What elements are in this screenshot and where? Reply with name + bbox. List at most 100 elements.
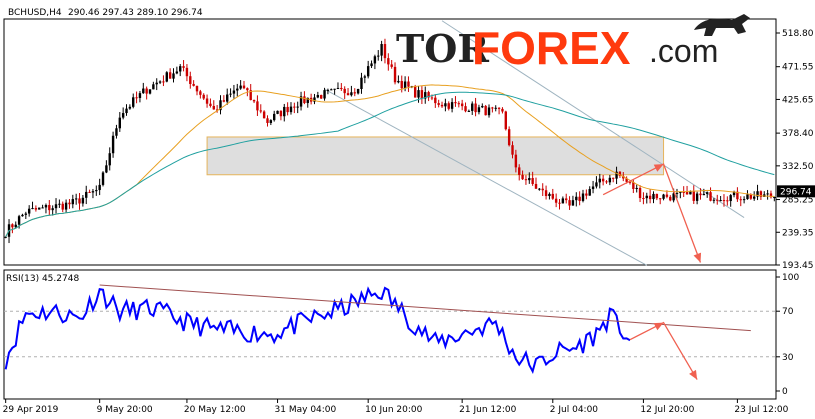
candle-body — [209, 103, 212, 106]
time-tick-label: 20 May 12:00 — [184, 405, 246, 415]
channel-line — [324, 88, 648, 266]
candle-body — [152, 84, 155, 90]
candle-body — [266, 118, 269, 123]
candle-body — [625, 178, 628, 182]
candle-body — [199, 91, 202, 95]
candle-body — [175, 71, 179, 74]
candle-body — [752, 196, 756, 199]
candle-body — [219, 100, 222, 111]
time-tick-label: 21 Jun 12:00 — [459, 405, 516, 415]
candle-body — [434, 97, 437, 104]
rsi-trendline — [99, 284, 751, 332]
candle-body — [504, 111, 507, 130]
candle-body — [296, 106, 299, 108]
candle-body — [179, 66, 182, 72]
candle-body — [413, 86, 417, 98]
candle-body — [64, 202, 68, 210]
candle-body — [286, 106, 289, 113]
candle-body — [61, 203, 64, 210]
rsi-label: RSI(13) 45.2748 — [6, 274, 79, 284]
candle-body — [313, 97, 316, 102]
rsi-forecast-arrow-head — [653, 322, 664, 331]
current-price-tag — [777, 185, 815, 198]
candle-body — [524, 179, 528, 181]
candle-body — [460, 103, 464, 107]
candle-body — [363, 76, 367, 78]
candle-body — [397, 80, 400, 83]
candle-body — [437, 103, 440, 105]
candle-body — [380, 44, 383, 56]
time-axis: 29 Apr 2019 9 May 20:00 20 May 12:00 31 May… — [3, 399, 789, 415]
candle-body — [98, 184, 101, 191]
candle-body — [162, 81, 165, 83]
candle-body — [732, 191, 736, 196]
candle-body — [722, 200, 726, 202]
candle-body — [558, 202, 561, 204]
candle-body — [252, 100, 256, 102]
candle-body — [481, 105, 484, 108]
rsi-tick-label: 70 — [782, 307, 794, 317]
price-tick-label: 425.65 — [782, 95, 814, 105]
candle-body — [242, 85, 246, 89]
candle-body — [350, 92, 353, 96]
candle-body — [333, 88, 336, 90]
candle-body — [158, 81, 162, 83]
candle-body — [128, 106, 132, 109]
candle-body — [477, 107, 481, 113]
candle-body — [487, 107, 491, 116]
time-tick-label: 12 Jul 20:00 — [640, 405, 694, 415]
logo-com-text: .com — [649, 33, 718, 69]
candle-body — [612, 177, 615, 179]
candle-body — [283, 106, 286, 117]
candle-body — [457, 103, 461, 105]
candle-body — [145, 88, 148, 94]
candle-body — [494, 107, 497, 109]
candle-body — [464, 106, 467, 112]
candle-body — [343, 88, 346, 94]
time-tick-label: 23 Jul 12:00 — [734, 405, 788, 415]
candle-body — [471, 103, 474, 111]
candle-body — [118, 117, 121, 129]
candle-body — [356, 88, 360, 94]
candle-body — [571, 200, 575, 206]
candle-body — [249, 90, 252, 101]
candle-body — [591, 186, 595, 190]
candle-body — [353, 92, 356, 94]
ohlc-label: 290.46 297.43 289.10 296.74 — [68, 8, 203, 18]
rsi-forecast-arrow — [629, 321, 698, 380]
candle-body — [702, 193, 706, 196]
candle-body — [192, 83, 195, 86]
candle-body — [303, 96, 306, 104]
time-tick-label: 9 May 20:00 — [97, 405, 153, 415]
channel-line — [441, 20, 745, 218]
candle-body — [695, 193, 699, 201]
candle-body — [168, 72, 172, 79]
candle-body — [642, 198, 645, 200]
candle-body — [507, 129, 511, 146]
symbol-label: BCHUSD,H4 — [8, 8, 62, 18]
candle-body — [115, 128, 118, 136]
time-tick-label: 29 Apr 2019 — [3, 405, 59, 415]
candle-body — [48, 205, 51, 211]
rsi-pane: 100 70 30 0 — [3, 269, 799, 400]
candle-body — [24, 213, 28, 215]
candle-body — [38, 207, 41, 210]
candle-body — [31, 208, 34, 210]
moving-average-slow — [5, 91, 775, 238]
candle-body — [202, 94, 205, 99]
candle-body — [403, 81, 407, 89]
candle-body — [538, 188, 541, 190]
candle-body — [588, 189, 591, 196]
candle-body — [759, 191, 763, 197]
candle-body — [712, 199, 716, 201]
candle-body — [366, 66, 370, 77]
candle-body — [326, 89, 330, 91]
candle-body — [41, 207, 44, 209]
price-tick-label: 471.55 — [782, 63, 814, 73]
candle-body — [212, 105, 215, 110]
candle-body — [276, 110, 279, 114]
rsi-tick-label: 100 — [782, 273, 799, 283]
candle-body — [705, 192, 709, 194]
candle-body — [51, 208, 54, 211]
